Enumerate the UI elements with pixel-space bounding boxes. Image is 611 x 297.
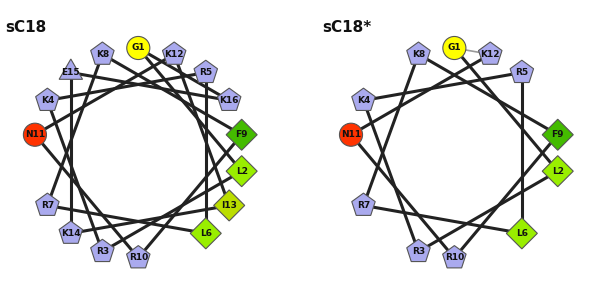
Text: R3: R3 [412, 247, 425, 256]
Polygon shape [214, 190, 244, 221]
Polygon shape [510, 60, 533, 83]
Polygon shape [90, 42, 114, 64]
Text: R10: R10 [445, 253, 464, 263]
Polygon shape [226, 119, 257, 150]
Text: R5: R5 [199, 68, 213, 77]
Polygon shape [442, 246, 466, 268]
Polygon shape [126, 246, 150, 268]
Polygon shape [35, 193, 59, 215]
Polygon shape [542, 156, 573, 187]
Text: N11: N11 [341, 130, 361, 139]
Text: K4: K4 [41, 96, 54, 105]
Polygon shape [352, 193, 375, 215]
Text: L6: L6 [200, 229, 212, 238]
Text: K4: K4 [357, 96, 370, 105]
Text: G1: G1 [131, 43, 145, 53]
Polygon shape [352, 88, 375, 110]
Text: R7: R7 [41, 201, 54, 210]
Circle shape [443, 37, 466, 59]
Text: R10: R10 [129, 253, 148, 263]
Text: K14: K14 [61, 229, 81, 238]
Text: R3: R3 [96, 247, 109, 256]
Circle shape [23, 123, 46, 146]
Text: K12: K12 [480, 50, 500, 59]
Circle shape [126, 37, 150, 59]
Text: K8: K8 [412, 50, 425, 59]
Text: K8: K8 [96, 50, 109, 59]
Text: F9: F9 [235, 130, 248, 139]
Text: G1: G1 [448, 43, 461, 53]
Text: L2: L2 [552, 167, 564, 176]
Polygon shape [478, 42, 502, 64]
Text: F9: F9 [552, 130, 564, 139]
Text: L2: L2 [236, 167, 247, 176]
Polygon shape [190, 218, 221, 249]
Text: N11: N11 [25, 130, 45, 139]
Text: sC18*: sC18* [322, 20, 371, 35]
Polygon shape [407, 239, 430, 262]
Polygon shape [226, 156, 257, 187]
Text: R5: R5 [515, 68, 529, 77]
Text: L6: L6 [516, 229, 528, 238]
Polygon shape [194, 60, 218, 83]
Polygon shape [163, 42, 186, 64]
Text: R7: R7 [357, 201, 370, 210]
Polygon shape [90, 239, 114, 262]
Polygon shape [407, 42, 430, 64]
Text: I13: I13 [221, 201, 237, 210]
Text: E15: E15 [62, 68, 80, 77]
Polygon shape [507, 218, 537, 249]
Text: K12: K12 [164, 50, 184, 59]
Polygon shape [218, 88, 241, 110]
Polygon shape [59, 59, 82, 79]
Polygon shape [542, 119, 573, 150]
Polygon shape [59, 221, 82, 243]
Text: sC18: sC18 [5, 20, 47, 35]
Polygon shape [35, 88, 59, 110]
Text: K16: K16 [219, 96, 239, 105]
Circle shape [340, 123, 362, 146]
